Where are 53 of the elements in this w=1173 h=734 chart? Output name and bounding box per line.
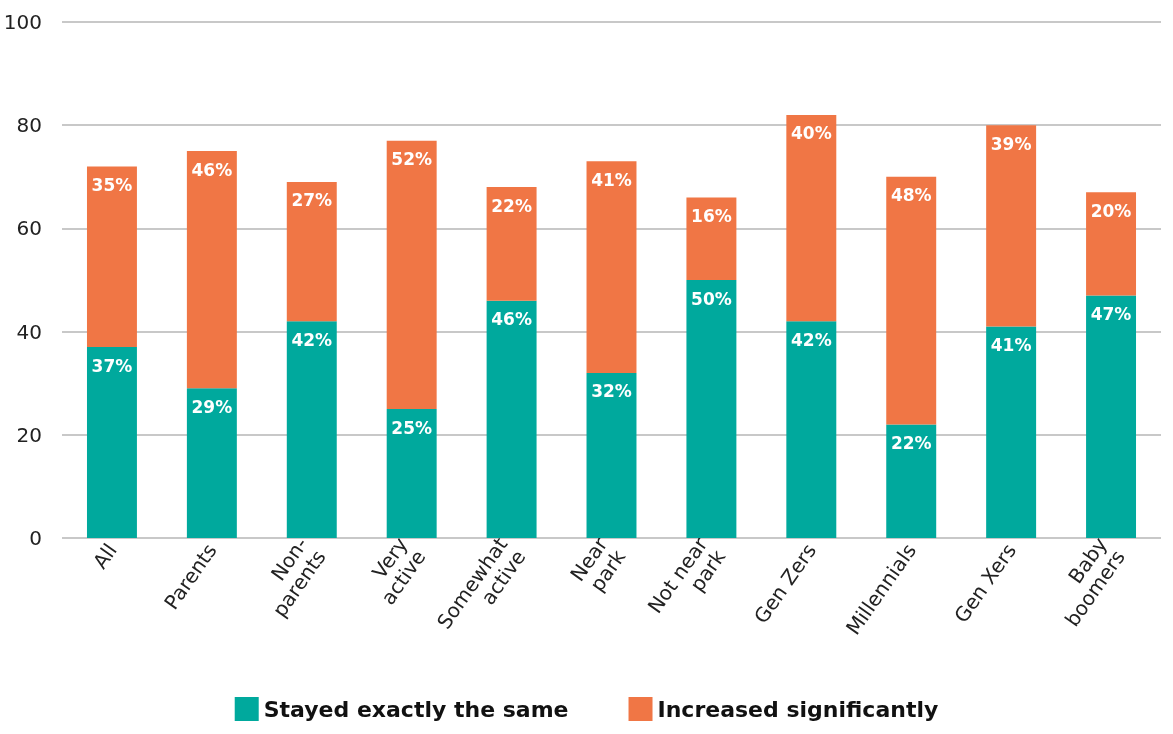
legend-label: Stayed exactly the same [263, 696, 569, 722]
data-label: 39% [990, 133, 1032, 154]
data-label: 16% [691, 205, 732, 226]
data-label: 37% [91, 355, 133, 376]
data-label: 48% [890, 185, 932, 206]
bar [886, 176, 937, 425]
bar [286, 321, 337, 538]
bar [1086, 295, 1137, 538]
bar [86, 347, 137, 538]
data-label: 50% [691, 288, 732, 309]
y-tick-label: 40 [16, 319, 42, 344]
bar [686, 280, 737, 538]
bar [686, 197, 737, 280]
data-label: 42% [291, 329, 333, 350]
data-label: 27% [291, 190, 333, 211]
y-tick-label: 0 [29, 526, 42, 550]
y-tick-label: 100 [3, 10, 42, 34]
data-label: 22% [890, 432, 932, 453]
data-label: 41% [591, 169, 632, 190]
bar [386, 409, 437, 538]
x-tick-label: All [87, 539, 122, 574]
bar [886, 424, 937, 538]
bar [386, 140, 437, 409]
bar [586, 161, 637, 373]
legend-label: Increased significantly [657, 696, 939, 722]
data-label: 46% [491, 309, 532, 330]
data-label: 52% [391, 149, 433, 170]
y-tick-label: 60 [16, 216, 42, 241]
data-label: 47% [1090, 303, 1132, 324]
bar [186, 151, 237, 389]
data-label: 41% [990, 334, 1032, 355]
data-label: 46% [191, 159, 233, 180]
data-label: 32% [591, 381, 632, 402]
bar [486, 300, 537, 538]
bar [86, 166, 137, 348]
data-label: 20% [1090, 200, 1132, 221]
data-label: 42% [790, 329, 832, 350]
bar [586, 372, 637, 538]
bar [486, 187, 537, 301]
y-tick-label: 80 [16, 113, 42, 138]
bar [186, 388, 237, 538]
bar [1086, 192, 1137, 296]
data-label: 29% [191, 396, 233, 417]
bar [786, 114, 837, 322]
bar [986, 326, 1037, 538]
data-label: 40% [790, 123, 832, 144]
data-label: 25% [391, 417, 433, 438]
bar [286, 181, 337, 322]
y-tick-label: 20 [16, 422, 42, 447]
bar [986, 125, 1037, 327]
data-label: 35% [91, 174, 133, 195]
bar [786, 321, 837, 538]
data-label: 22% [491, 195, 532, 216]
